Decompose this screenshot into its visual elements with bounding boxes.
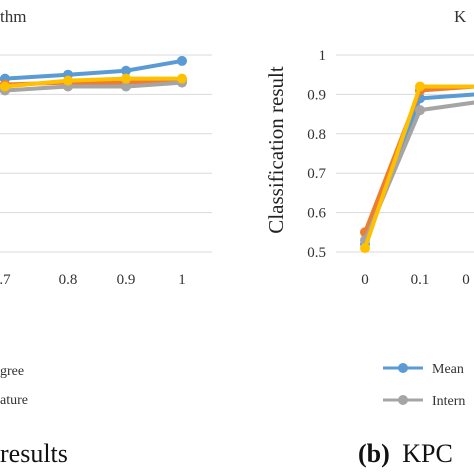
data-point (415, 105, 425, 116)
chart-a-legend: gree ature (0, 364, 28, 408)
x-tick-label: 0 (462, 272, 470, 288)
chart-b-caption: (b) KPC (358, 439, 453, 468)
chart-a-caption: results (0, 439, 68, 468)
chart-a-x-ticks: .7 0.8 0.9 1 (0, 272, 186, 288)
chart-b-caption-text: KPC (402, 439, 453, 468)
chart-a-gridlines (0, 54, 212, 253)
chart-a: thm .7 0.8 0.9 1 gree ature results (0, 7, 212, 468)
legend-b-mean: Mean (383, 362, 464, 377)
chart-b-legend: Mean Intern (383, 362, 465, 409)
data-point (63, 75, 73, 86)
data-point (121, 73, 131, 84)
y-tick-label: 0.6 (307, 206, 326, 222)
x-tick-label: .7 (0, 272, 11, 288)
y-tick-label: 0.7 (307, 166, 326, 182)
y-tick-label: 0.8 (307, 127, 326, 143)
legend-b-intern: Intern (383, 394, 465, 409)
data-point (121, 65, 131, 76)
x-tick-label: 0 (361, 272, 369, 288)
x-tick-label: 1 (178, 272, 186, 288)
x-tick-label: 0.1 (411, 272, 430, 288)
data-point (415, 81, 425, 92)
data-point (0, 81, 10, 92)
x-tick-label: 0.9 (117, 272, 136, 288)
y-tick-label: 1 (319, 48, 327, 64)
legend-a-entry-2: ature (0, 393, 28, 408)
data-point (121, 81, 131, 92)
legend-b-intern-label: Intern (432, 394, 465, 409)
chart-a-title: thm (0, 7, 26, 26)
data-point (360, 243, 370, 254)
chart-a-series (0, 55, 187, 96)
y-tick-label: 0.5 (307, 245, 326, 261)
chart-b-y-ticks: 0.5 0.6 0.7 0.8 0.9 1 (307, 48, 326, 261)
chart-b-series (360, 81, 474, 254)
legend-b-mean-label: Mean (432, 362, 464, 377)
chart-b: K Classification result 0.5 0.6 0.7 0.8 0.9 1… (264, 7, 474, 468)
series-line (363, 100, 474, 241)
x-tick-label: 0.8 (59, 272, 78, 288)
chart-b-title: K (454, 7, 467, 26)
series-line (363, 92, 474, 245)
chart-b-y-axis-label: Classification result (264, 66, 288, 234)
y-tick-label: 0.9 (307, 87, 326, 103)
data-point (177, 73, 187, 84)
chart-b-x-ticks: 0 0.1 0 (361, 272, 470, 288)
data-point (177, 55, 187, 66)
legend-a-entry-1: gree (0, 364, 24, 379)
chart-b-caption-label: (b) (358, 439, 390, 468)
